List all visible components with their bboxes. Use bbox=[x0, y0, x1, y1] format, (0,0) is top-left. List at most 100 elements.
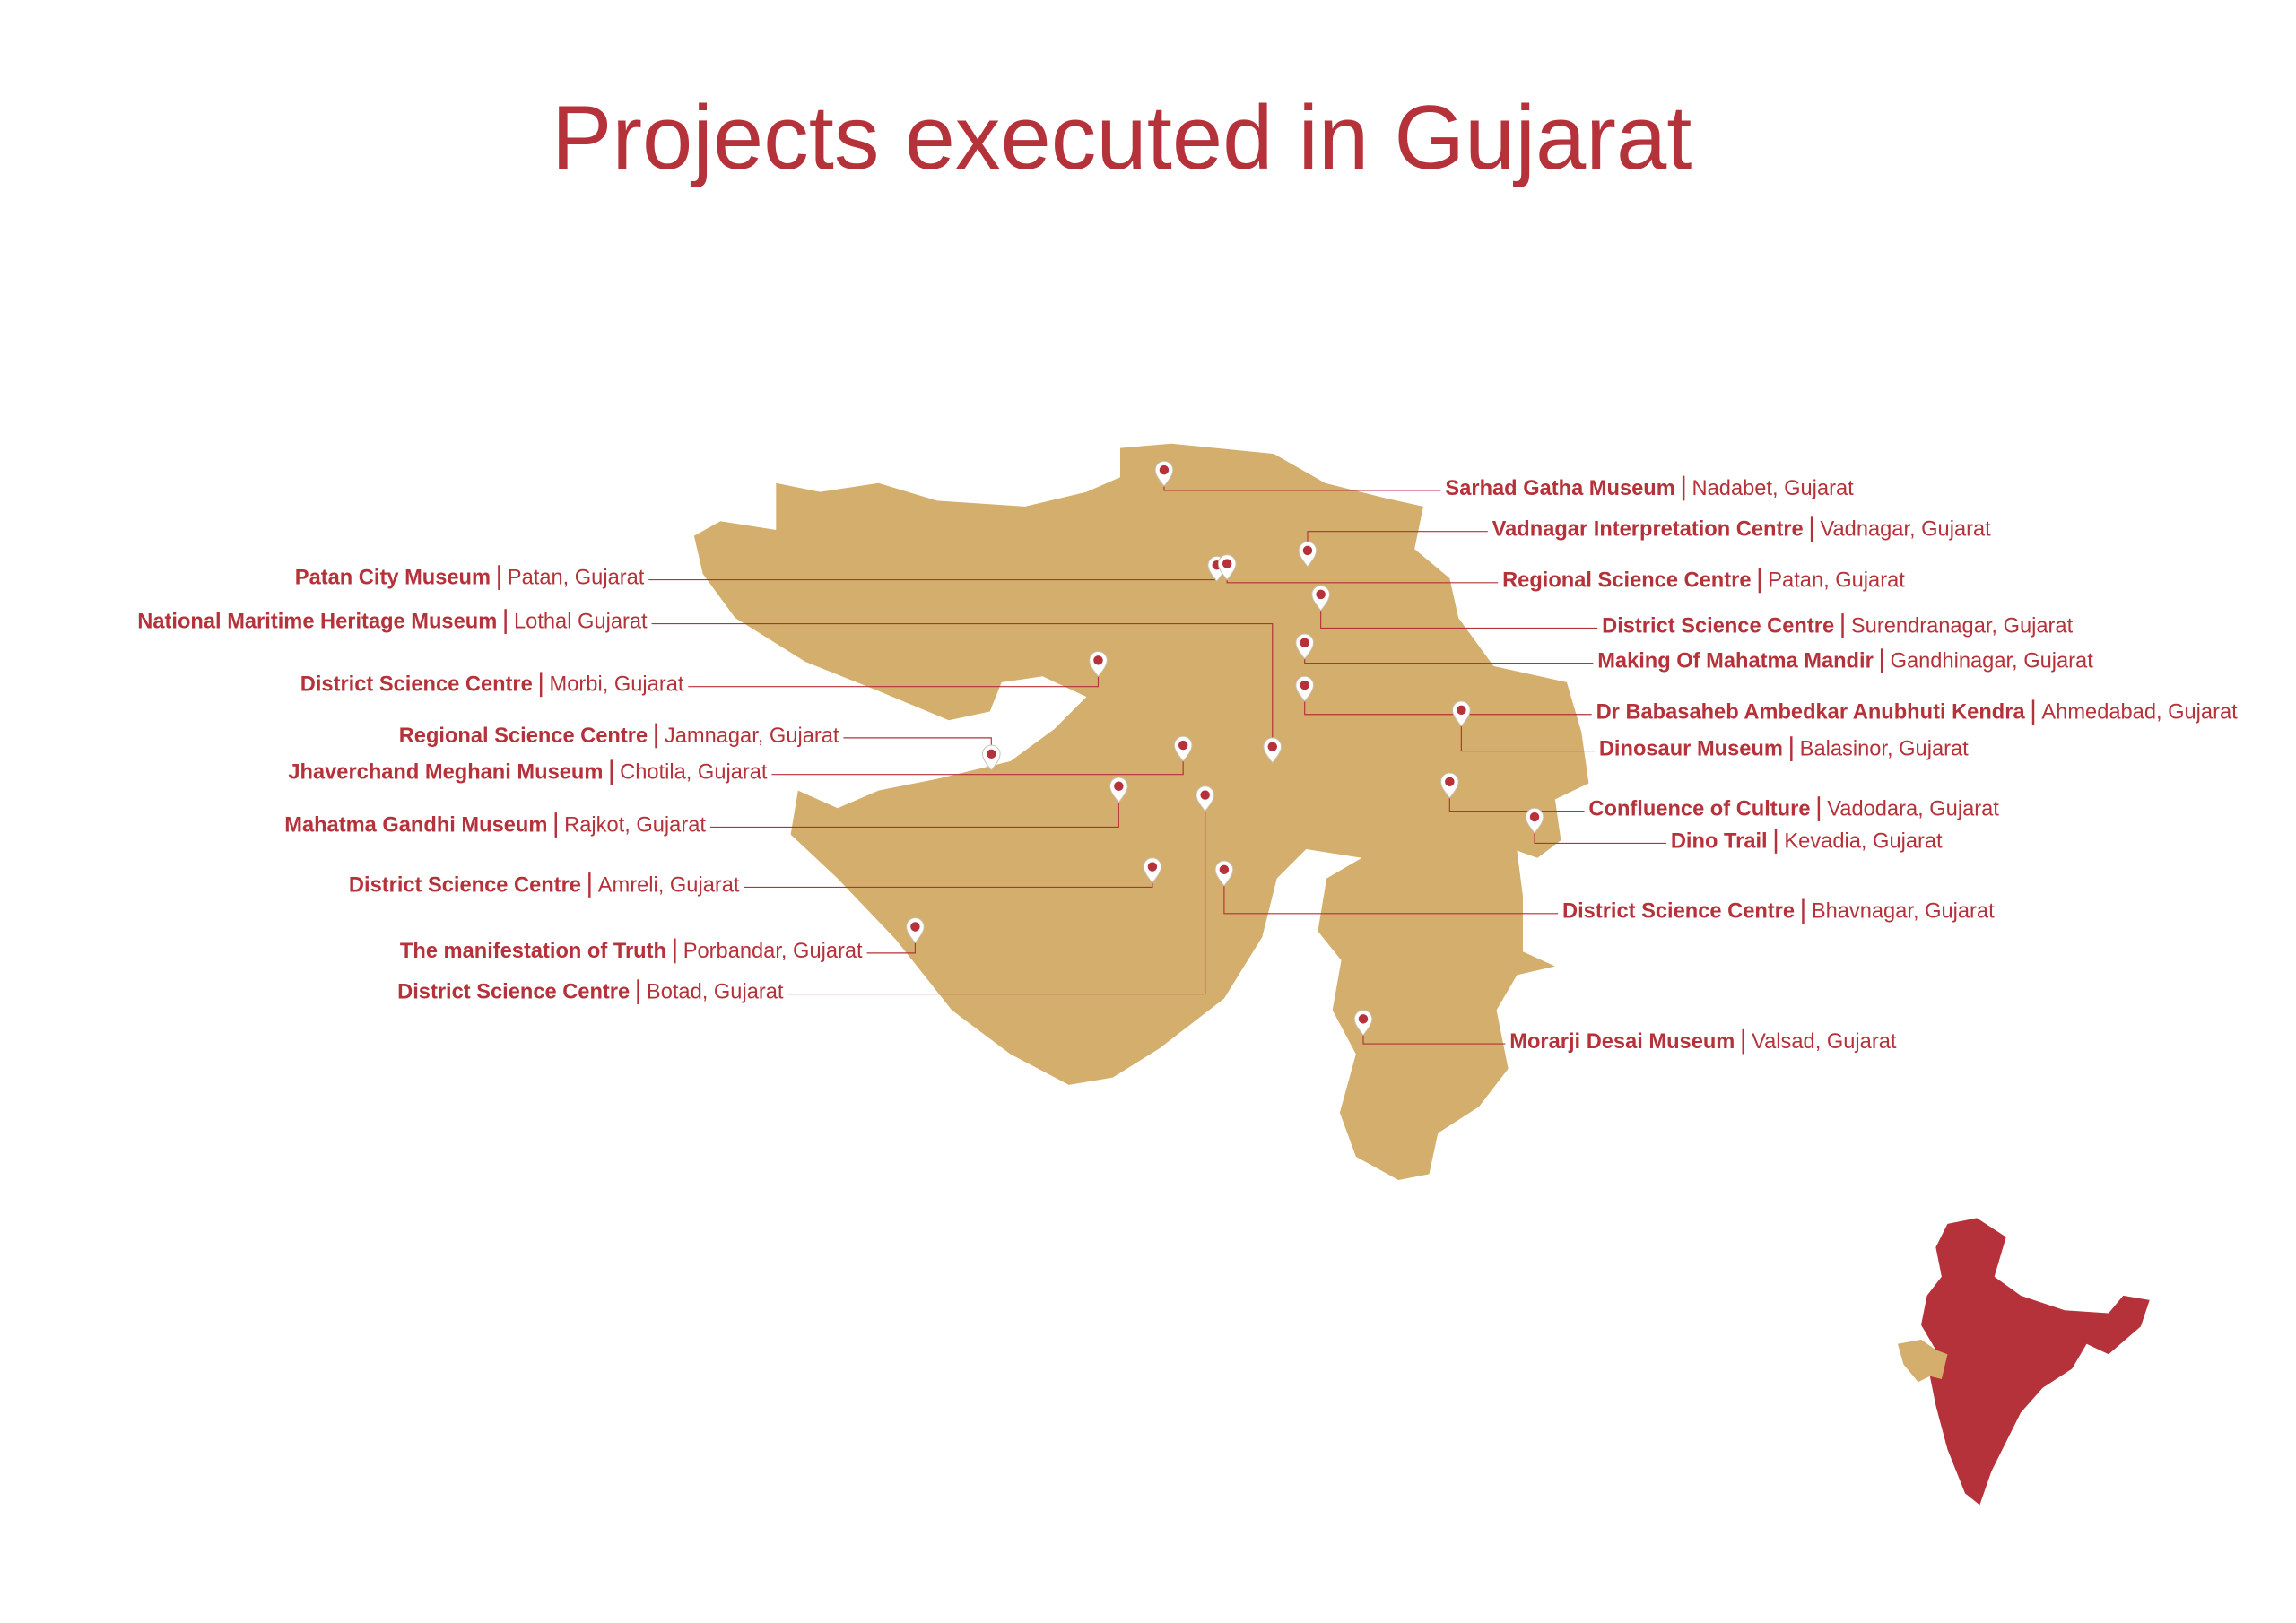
pin-dot bbox=[1147, 862, 1158, 872]
project-name: District Science Centre bbox=[349, 873, 581, 897]
leader-line bbox=[1304, 698, 1592, 716]
pin bbox=[982, 744, 1001, 771]
pin-dot bbox=[1200, 790, 1210, 800]
project-location: Lothal Gujarat bbox=[514, 610, 648, 633]
separator bbox=[1742, 1028, 1744, 1055]
project-location: Botad, Gujarat bbox=[647, 980, 784, 1003]
leader-line bbox=[1320, 607, 1598, 629]
separator bbox=[1810, 516, 1813, 542]
project-label: Dinosaur Museum Balasinor, Gujarat bbox=[1452, 700, 1969, 761]
pin-dot bbox=[1300, 680, 1309, 690]
project-location: Valsad, Gujarat bbox=[1752, 1030, 1897, 1054]
title: Projects executed in Gujarat bbox=[552, 87, 1692, 188]
project-name: District Science Centre bbox=[397, 980, 630, 1003]
pin bbox=[1440, 772, 1459, 799]
project-label: Mahatma Gandhi Museum Rajkot, Gujarat bbox=[284, 777, 1128, 838]
project-label: The manifestation of Truth Porbandar, Guj… bbox=[400, 917, 925, 964]
gujarat-map bbox=[693, 443, 1589, 1180]
project-label: Jhaverchand Meghani Museum Chotila, Gujar… bbox=[288, 735, 1193, 785]
pin-dot bbox=[1302, 545, 1313, 556]
leader-line bbox=[771, 758, 1184, 776]
project-label: District Science Centre Morbi, Gujarat bbox=[300, 651, 1108, 698]
project-location: Patan, Gujarat bbox=[1768, 569, 1905, 593]
separator bbox=[1880, 648, 1883, 674]
project-label: Vadnagar Interpretation Centre Vadnagar, … bbox=[1298, 516, 1991, 568]
separator bbox=[1817, 796, 1821, 821]
project-label: Sarhad Gatha Museum Nadabet, Gujarat bbox=[1154, 460, 1855, 501]
project-name: Regional Science Centre bbox=[1502, 569, 1751, 593]
pin bbox=[1263, 737, 1283, 764]
pin bbox=[1311, 585, 1330, 612]
project-name: Regional Science Centre bbox=[399, 725, 648, 748]
project-name: Jhaverchand Meghani Museum bbox=[288, 761, 603, 785]
project-labels: Sarhad Gatha Museum Nadabet, Gujarat Vadna… bbox=[137, 460, 2238, 1055]
pin-dot bbox=[1267, 742, 1277, 751]
pin-dot bbox=[1358, 1014, 1369, 1024]
project-label: District Science Centre Botad, Gujarat bbox=[397, 785, 1214, 1005]
project-name: Vadnagar Interpretation Centre bbox=[1492, 518, 1804, 542]
project-location: Balasinor, Gujarat bbox=[1800, 737, 1969, 760]
project-location: Porbandar, Gujarat bbox=[683, 940, 863, 963]
gujarat-inset bbox=[1897, 1339, 1948, 1383]
pin bbox=[1353, 1010, 1373, 1037]
separator bbox=[588, 872, 591, 898]
pin-dot bbox=[1178, 740, 1188, 751]
project-label: Regional Science Centre Jamnagar, Gujarat bbox=[399, 723, 1001, 771]
project-name: District Science Centre bbox=[1602, 614, 1834, 638]
project-label: Dr Babasaheb Ambedkar Anubhuti Kendra Ahm… bbox=[1295, 675, 2238, 725]
project-location: Rajkot, Gujarat bbox=[564, 813, 706, 837]
separator bbox=[1774, 829, 1778, 854]
project-location: Chotila, Gujarat bbox=[620, 761, 768, 785]
project-label: Regional Science Centre Patan, Gujarat bbox=[1217, 554, 1905, 594]
pin bbox=[906, 917, 925, 944]
separator bbox=[1758, 568, 1761, 594]
separator bbox=[674, 938, 676, 964]
project-label: District Science Centre Surendranagar, Gu… bbox=[1311, 585, 2074, 638]
separator bbox=[655, 723, 657, 749]
pin bbox=[1196, 785, 1214, 812]
project-label: Confluence of Culture Vadodara, Gujarat bbox=[1440, 772, 1999, 821]
project-name: Dr Babasaheb Ambedkar Anubhuti Kendra bbox=[1596, 701, 2026, 725]
leader-line bbox=[1223, 882, 1559, 915]
pin-dot bbox=[1300, 638, 1309, 647]
project-location: Vadodara, Gujarat bbox=[1827, 797, 1999, 820]
pin-dot bbox=[1222, 559, 1232, 568]
separator bbox=[554, 812, 557, 838]
leader-line bbox=[1460, 723, 1595, 752]
project-label: Morarji Desai Museum Valsad, Gujarat bbox=[1353, 1010, 1897, 1055]
project-location: Kevadia, Gujarat bbox=[1784, 829, 1943, 853]
pin-dot bbox=[1219, 864, 1230, 875]
project-label: Dino Trail Kevadia, Gujarat bbox=[1525, 807, 1943, 854]
pin bbox=[1154, 460, 1174, 487]
pin bbox=[1295, 675, 1314, 702]
separator bbox=[637, 979, 639, 1005]
pin-dot bbox=[1093, 655, 1103, 665]
leader-line bbox=[866, 940, 916, 954]
separator bbox=[1790, 736, 1793, 761]
project-name: Mahatma Gandhi Museum bbox=[284, 813, 547, 837]
project-name: Sarhad Gatha Museum bbox=[1445, 477, 1674, 500]
pin-dot bbox=[987, 749, 996, 759]
pin-dot bbox=[910, 922, 920, 932]
pin-dot bbox=[1445, 777, 1455, 787]
separator bbox=[504, 609, 507, 634]
pin bbox=[1173, 735, 1193, 762]
separator bbox=[1682, 475, 1685, 501]
separator bbox=[610, 759, 613, 785]
project-location: Surendranagar, Gujarat bbox=[1851, 614, 2074, 638]
leader-line bbox=[1362, 1032, 1506, 1045]
india-map bbox=[1918, 1218, 2150, 1506]
separator bbox=[1802, 898, 1805, 924]
project-location: Amreli, Gujarat bbox=[598, 873, 740, 897]
pin-dot bbox=[1457, 705, 1466, 716]
project-name: Morarji Desai Museum bbox=[1509, 1030, 1735, 1054]
leader-line bbox=[787, 808, 1206, 995]
project-label: Making Of Mahatma Mandir Gandhinagar, Guj… bbox=[1295, 633, 2093, 674]
india-inset bbox=[1897, 1218, 2150, 1506]
project-name: Patan City Museum bbox=[295, 566, 491, 589]
project-location: Nadabet, Gujarat bbox=[1692, 477, 1855, 500]
separator bbox=[498, 565, 500, 590]
leader-line bbox=[651, 622, 1274, 760]
pin-dot bbox=[1316, 589, 1326, 600]
